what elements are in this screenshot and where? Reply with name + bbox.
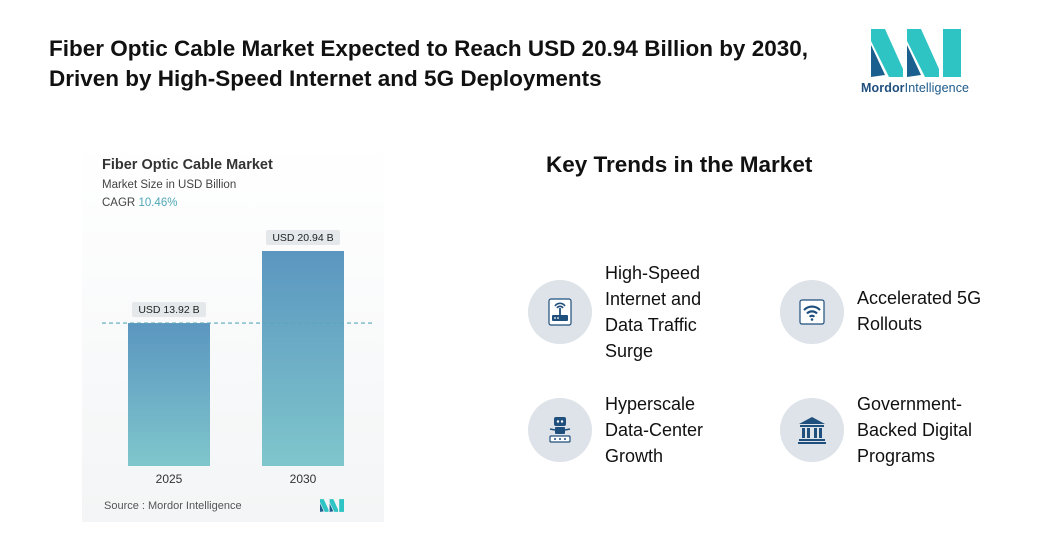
source-logo-icon <box>320 499 344 512</box>
category-label: 2025 <box>156 472 183 486</box>
value-label: USD 20.94 B <box>272 232 333 244</box>
chart-card: Fiber Optic Cable Market Market Size in … <box>82 140 384 522</box>
trend-icon-circle <box>528 398 592 462</box>
trends-title: Key Trends in the Market <box>546 152 813 177</box>
mordor-logo-icon <box>871 29 961 77</box>
chart-subtitle: Market Size in USD Billion <box>102 179 237 191</box>
bar-2025 <box>128 323 210 466</box>
value-label: USD 13.92 B <box>138 304 199 316</box>
government-building-icon <box>798 417 826 444</box>
bar-chart: USD 13.92 B 2025 USD 20.94 B 2030 <box>102 230 374 486</box>
trend-text: Government- Backed Digital Programs <box>857 394 973 466</box>
wifi-icon <box>799 299 825 325</box>
trend-text: Accelerated 5G Rollouts <box>857 288 982 334</box>
chart-source: Source : Mordor Intelligence <box>104 500 242 512</box>
value-label-bg <box>132 302 206 318</box>
router-icon <box>548 298 572 326</box>
robot-server-icon <box>549 417 571 443</box>
cagr-value: 10.46% <box>138 197 178 209</box>
brand-name: MordorIntelligence <box>861 81 970 95</box>
value-label-bg <box>266 230 340 245</box>
category-label: 2030 <box>290 472 317 486</box>
trend-text: High-Speed Internet and Data Traffic Sur… <box>605 263 702 361</box>
chart-cagr: CAGR 10.46% <box>102 197 177 209</box>
chart-title: Fiber Optic Cable Market <box>102 157 273 173</box>
trend-text: Hyperscale Data-Center Growth <box>605 394 704 466</box>
trend-icon-circle <box>780 280 844 344</box>
trend-icon-circle <box>528 280 592 344</box>
trend-icon-circle <box>780 398 844 462</box>
headline: Fiber Optic Cable Market Expected to Rea… <box>49 36 809 91</box>
brand-logo: MordorIntelligence <box>858 29 978 99</box>
cagr-label: CAGR <box>102 197 136 209</box>
bar-2030 <box>262 251 344 466</box>
